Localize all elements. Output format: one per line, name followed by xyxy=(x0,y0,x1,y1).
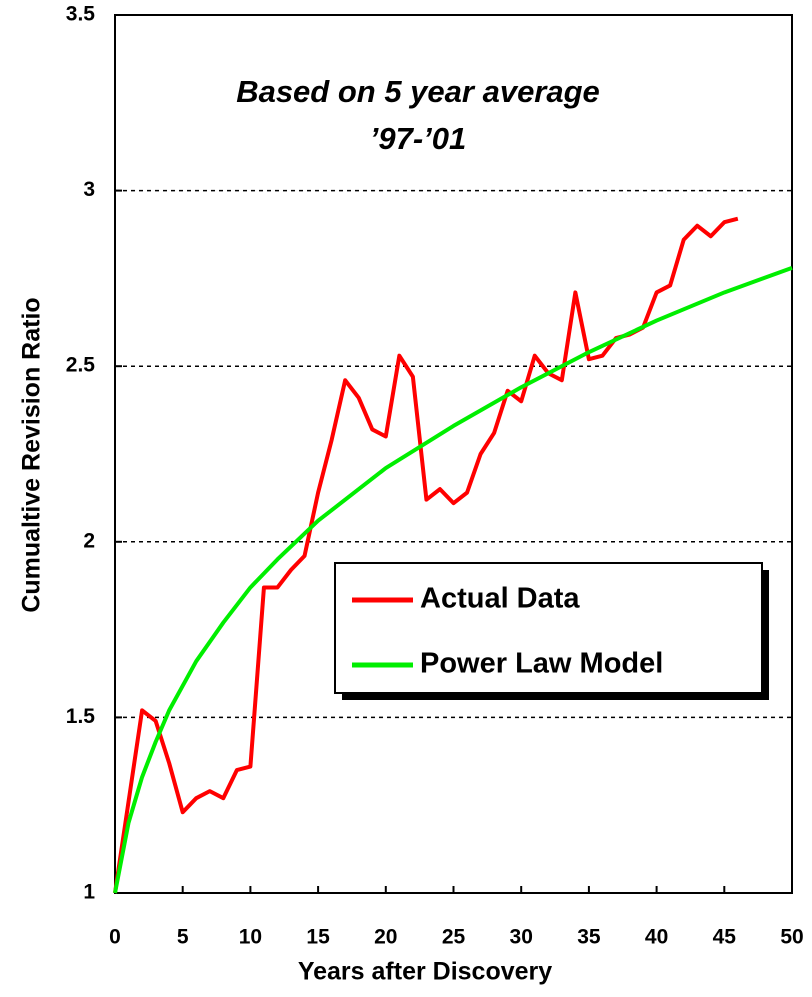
x-tick-label: 35 xyxy=(577,926,601,949)
series-line xyxy=(113,216,739,894)
x-tick-label: 5 xyxy=(177,926,189,949)
x-tick-label: 15 xyxy=(306,926,330,949)
y-tick-label: 1 xyxy=(83,881,95,904)
y-tick-label: 2.5 xyxy=(66,354,96,377)
y-tick-label: 2 xyxy=(83,529,95,552)
series-line xyxy=(113,265,793,894)
x-tick-label: 40 xyxy=(645,926,668,949)
y-tick-label: 1.5 xyxy=(66,705,96,728)
annotation: Based on 5 year average xyxy=(236,74,600,109)
x-tick-label: 10 xyxy=(239,926,262,949)
x-tick-label: 20 xyxy=(374,926,397,949)
legend-label: Power Law Model xyxy=(420,648,663,680)
x-axis-title: Years after Discovery xyxy=(298,958,552,986)
annotation: ’97-’01 xyxy=(370,121,467,156)
y-tick-label: 3.5 xyxy=(66,3,96,26)
x-tick-label: 25 xyxy=(442,926,466,949)
legend xyxy=(334,562,763,694)
y-tick-label: 3 xyxy=(83,178,95,201)
y-axis-title: Cumualtive Revision Ratio xyxy=(18,297,46,612)
x-tick-label: 0 xyxy=(109,926,121,949)
legend-label: Actual Data xyxy=(420,583,580,615)
x-tick-label: 45 xyxy=(713,926,737,949)
x-tick-label: 30 xyxy=(510,926,533,949)
x-tick-label: 50 xyxy=(780,926,803,949)
